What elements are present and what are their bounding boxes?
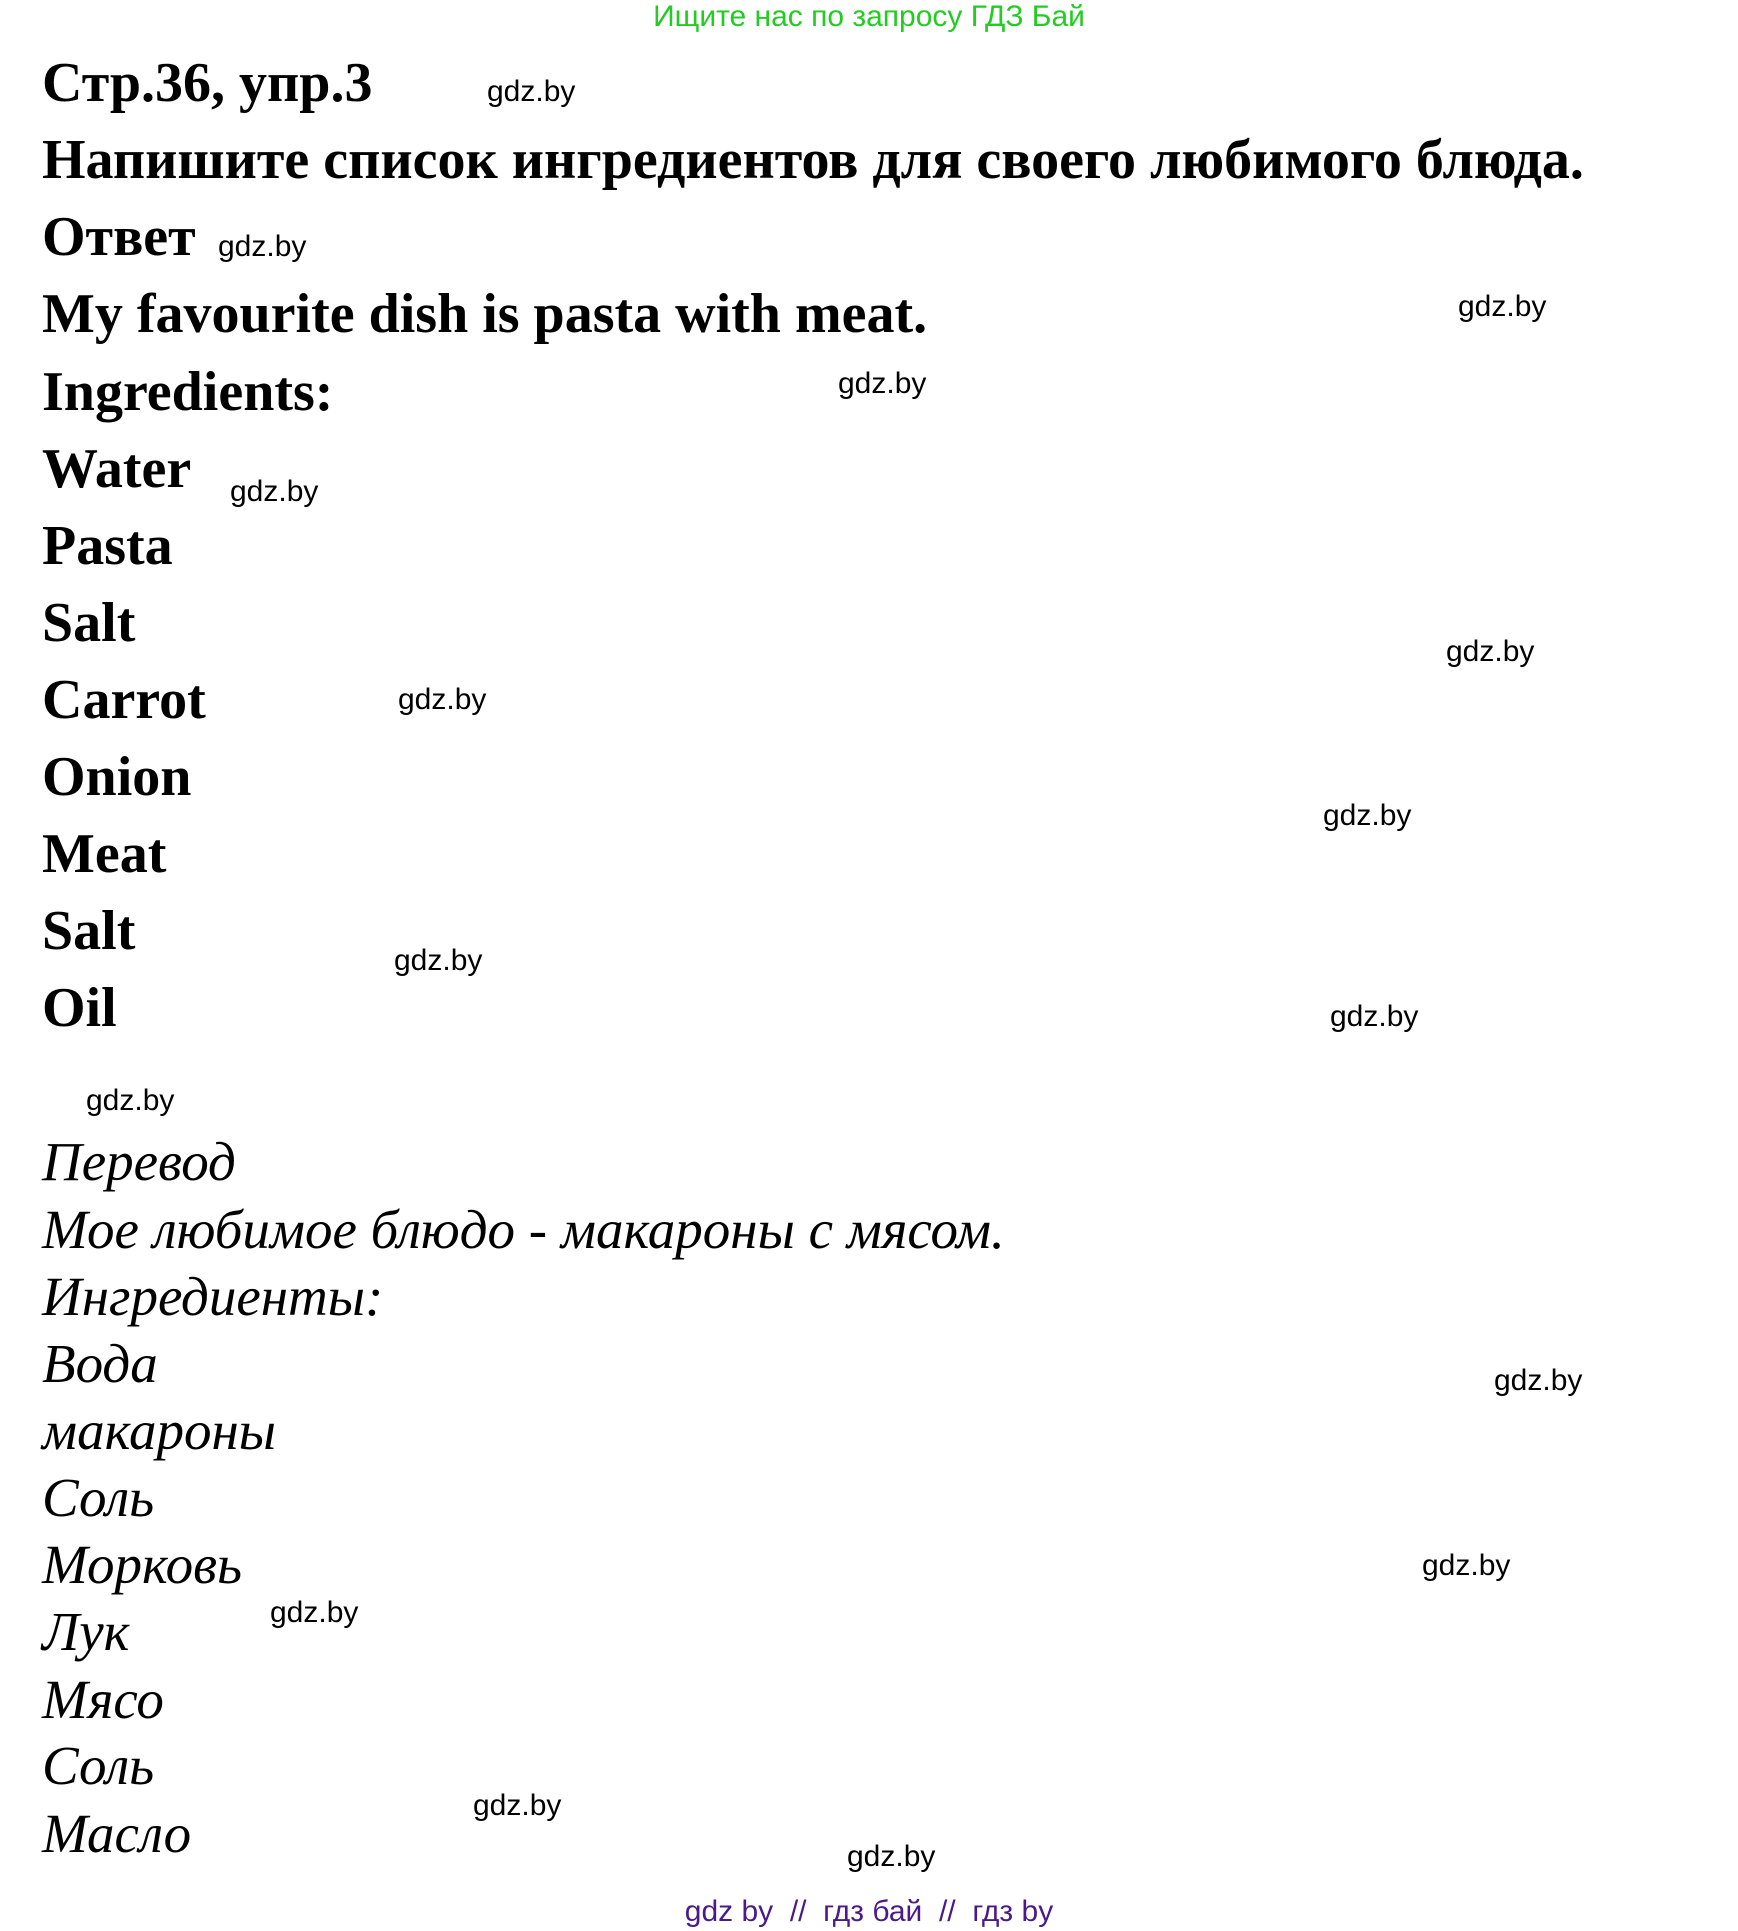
- answer-sentence: My favourite dish is pasta with meat.: [42, 283, 928, 345]
- ingredient-item: Salt: [42, 592, 136, 654]
- watermark: gdz.by: [270, 1596, 359, 1629]
- watermark: gdz.by: [1446, 635, 1535, 668]
- watermark: gdz.by: [218, 230, 307, 263]
- translation-sentence: Мое любимое блюдо - макароны с мясом.: [42, 1199, 1005, 1260]
- task-text: Напишите список ингредиентов для своего …: [42, 129, 1584, 191]
- watermark: gdz.by: [394, 944, 483, 977]
- watermark: gdz.by: [1323, 799, 1412, 832]
- search-banner: Ищите нас по запросу ГДЗ Бай: [653, 0, 1085, 33]
- watermark: gdz.by: [86, 1084, 175, 1117]
- watermark: gdz.by: [230, 475, 319, 508]
- footer-links: gdz by // гдз бай // гдз by: [684, 1895, 1054, 1928]
- translation-ingredient-item: Лук: [42, 1601, 130, 1662]
- watermark: gdz.by: [847, 1840, 936, 1873]
- translation-ingredient-item: макароны: [42, 1400, 276, 1461]
- translation-ingredient-item: Масло: [42, 1803, 192, 1864]
- translation-ingredients-label: Ингредиенты:: [42, 1266, 384, 1327]
- watermark: gdz.by: [1422, 1549, 1511, 1582]
- watermark: gdz.by: [473, 1789, 562, 1822]
- ingredient-item: Water: [42, 438, 192, 500]
- exercise-reference: Стр.36, упр.3: [42, 52, 373, 114]
- ingredient-item: Salt: [42, 900, 136, 962]
- watermark: gdz.by: [1458, 290, 1547, 323]
- translation-ingredient-item: Морковь: [42, 1534, 243, 1595]
- watermark: gdz.by: [1330, 1000, 1419, 1033]
- translation-ingredient-item: Вода: [42, 1333, 158, 1394]
- ingredient-item: Oil: [42, 977, 117, 1039]
- ingredients-label: Ingredients:: [42, 361, 334, 423]
- translation-ingredient-item: Мясо: [42, 1669, 164, 1730]
- ingredient-item: Carrot: [42, 669, 206, 731]
- ingredient-item: Onion: [42, 746, 192, 808]
- watermark: gdz.by: [487, 75, 576, 108]
- translation-ingredient-item: Соль: [42, 1467, 155, 1528]
- watermark: gdz.by: [398, 683, 487, 716]
- watermark: gdz.by: [838, 367, 927, 400]
- translation-ingredient-item: Соль: [42, 1735, 155, 1796]
- answer-label: Ответ: [42, 206, 196, 268]
- translation-label: Перевод: [42, 1131, 236, 1192]
- ingredient-item: Pasta: [42, 515, 173, 577]
- ingredient-item: Meat: [42, 823, 167, 885]
- watermark: gdz.by: [1494, 1364, 1583, 1397]
